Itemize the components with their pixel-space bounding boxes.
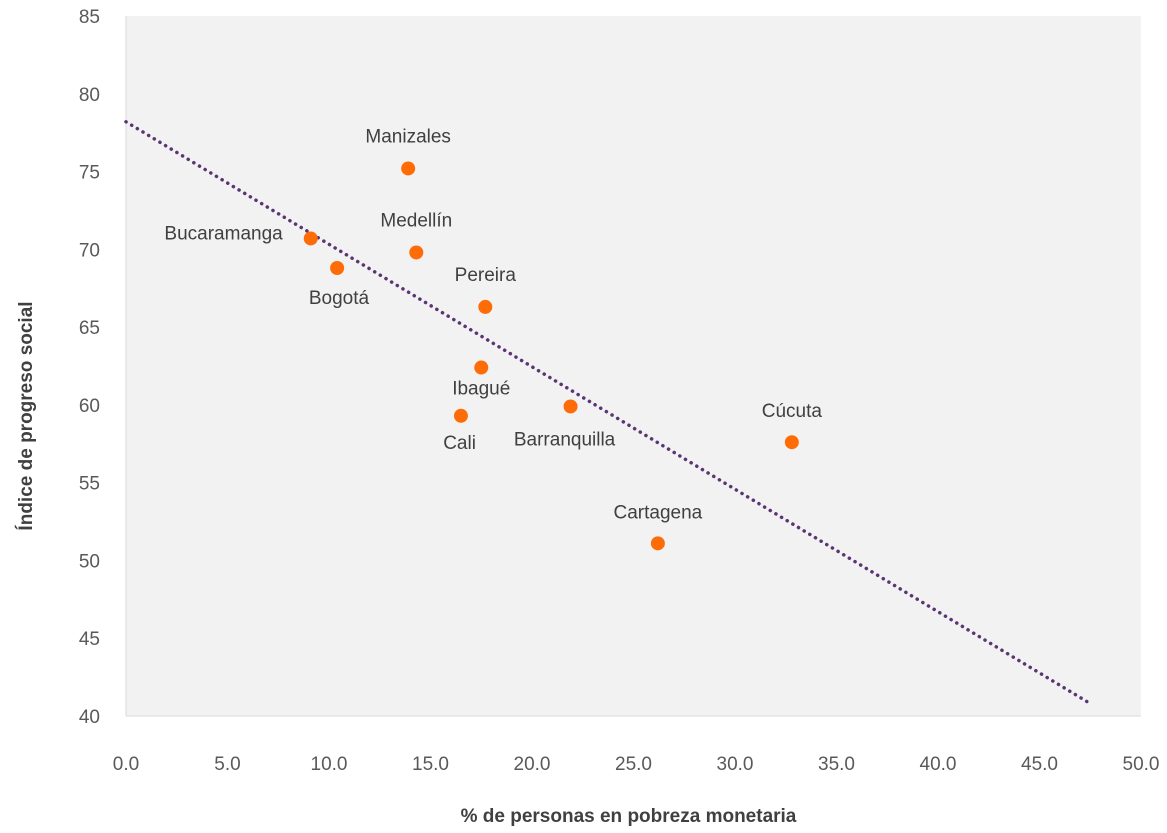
- data-point: [303, 231, 318, 246]
- y-tick-label: 45: [79, 629, 100, 650]
- x-tick-label: 0.0: [113, 754, 139, 775]
- data-labels: Manizales Medellín Bucaramanga Bogotá Pereir…: [164, 126, 822, 523]
- trendline: [124, 120, 1092, 706]
- x-tick-labels: 0.0 5.0 10.0 15.0 20.0 25.0 30.0 35.0 40.0 45.0 50…: [113, 754, 1160, 775]
- y-tick-label: 40: [79, 707, 100, 728]
- data-point: [650, 536, 665, 551]
- data-label: Medellín: [380, 210, 452, 231]
- plot-area: [126, 16, 1141, 716]
- x-tick-label: 35.0: [818, 754, 855, 775]
- data-label: Bucaramanga: [164, 223, 283, 244]
- x-tick-label: 15.0: [412, 754, 449, 775]
- x-tick-label: 30.0: [717, 754, 754, 775]
- data-point: [478, 299, 493, 314]
- y-tick-label: 80: [79, 85, 100, 106]
- x-tick-label: 5.0: [214, 754, 240, 775]
- data-point: [563, 399, 578, 414]
- y-tick-label: 50: [79, 551, 100, 572]
- y-tick-label: 60: [79, 396, 100, 417]
- y-tick-label: 85: [79, 7, 100, 28]
- data-point: [330, 261, 345, 275]
- data-label: Bogotá: [309, 288, 370, 309]
- x-tick-label: 20.0: [514, 754, 551, 775]
- x-tick-label: 50.0: [1123, 754, 1160, 775]
- data-point: [784, 435, 799, 450]
- data-label: Cartagena: [613, 502, 702, 523]
- x-tick-label: 45.0: [1021, 754, 1058, 775]
- x-tick-label: 40.0: [920, 754, 957, 775]
- x-tick-label: 25.0: [615, 754, 652, 775]
- data-point: [474, 360, 489, 375]
- y-axis-title: Índice de progreso social: [15, 301, 37, 530]
- data-label: Pereira: [455, 265, 517, 286]
- data-point: [409, 245, 424, 260]
- y-tick-labels: 40 45 50 55 60 65 70 75 80 85: [79, 7, 100, 728]
- x-axis-title: % de personas en pobreza monetaria: [461, 806, 797, 827]
- data-point: [453, 408, 468, 423]
- y-tick-label: 70: [79, 240, 100, 261]
- data-label: Cali: [443, 433, 476, 454]
- data-label: Barranquilla: [514, 429, 616, 450]
- x-tick-label: 10.0: [311, 754, 348, 775]
- data-label: Ibagué: [452, 379, 510, 400]
- data-points: [303, 161, 799, 551]
- data-label: Cúcuta: [762, 401, 823, 422]
- y-tick-label: 55: [79, 474, 100, 495]
- y-tick-label: 65: [79, 318, 100, 339]
- y-tick-label: 75: [79, 163, 100, 184]
- data-label: Manizales: [365, 126, 451, 147]
- data-point: [401, 161, 416, 176]
